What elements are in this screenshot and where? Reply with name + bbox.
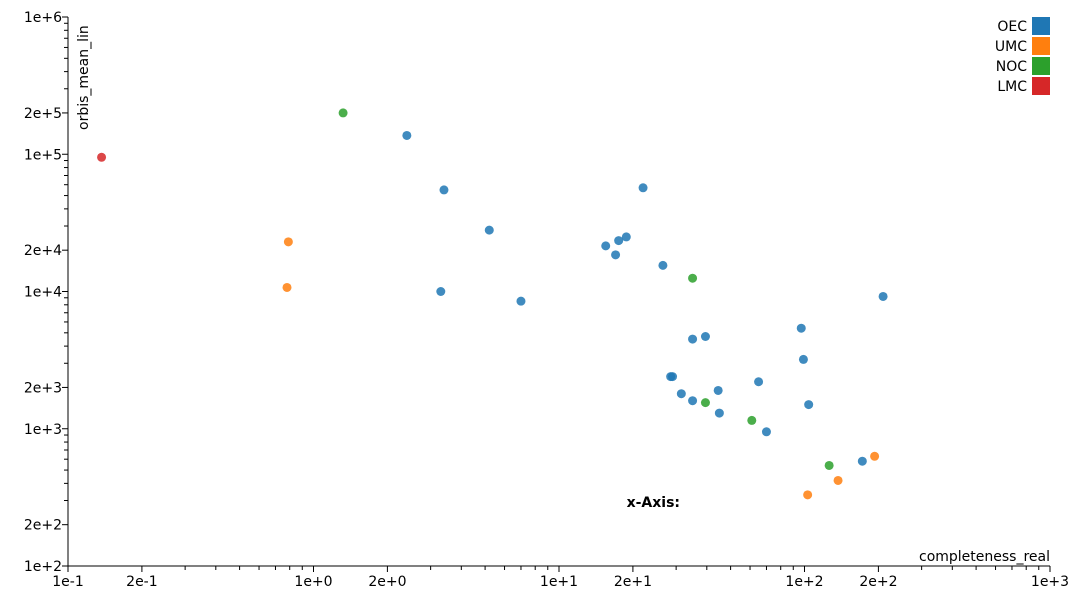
data-point-umc — [283, 237, 293, 247]
legend-label-umc: UMC — [995, 39, 1027, 55]
data-point-oec — [666, 372, 676, 382]
data-point-umc — [833, 475, 843, 485]
data-point-oec — [878, 291, 888, 301]
legend-swatch-umc — [1032, 37, 1050, 55]
data-point-oec — [601, 241, 611, 251]
data-point-oec — [439, 185, 449, 195]
x-tick-label: 1e-1 — [52, 574, 83, 590]
y-tick-label: 2e+4 — [24, 243, 62, 259]
data-point-noc — [747, 415, 757, 425]
data-point-oec — [688, 334, 698, 344]
data-point-oec — [516, 296, 526, 306]
legend-label-noc: NOC — [996, 59, 1027, 75]
legend-swatch-oec — [1032, 17, 1050, 35]
x-tick-label: 1e+1 — [540, 574, 578, 590]
x-tick-label: 2e+1 — [614, 574, 652, 590]
data-point-oec — [700, 332, 710, 342]
legend-swatch-noc — [1032, 57, 1050, 75]
y-tick-label: 1e+4 — [24, 285, 62, 301]
data-point-oec — [614, 236, 624, 246]
y-tick-label: 1e+6 — [24, 10, 62, 26]
data-point-noc — [688, 273, 698, 283]
data-point-oec — [621, 232, 631, 242]
data-point-oec — [804, 400, 814, 410]
data-point-oec — [798, 354, 808, 364]
data-point-oec — [714, 408, 724, 418]
data-point-umc — [803, 490, 813, 500]
legend-swatch-lmc — [1032, 77, 1050, 95]
y-axis-label: orbis_mean_lin — [76, 25, 92, 130]
legend: OEC UMC NOC LMC — [995, 17, 1050, 95]
x-tick-label: 1e+0 — [294, 574, 332, 590]
x-tick-label: 1e+3 — [1031, 574, 1069, 590]
y-tick-label: 1e+3 — [24, 422, 62, 438]
x-axis: 1e-1 2e-1 1e+0 2e+0 1e+1 2e+1 1e+2 2e+2 1e+3 — [52, 565, 1069, 590]
data-point-oec — [658, 260, 668, 270]
data-point-noc — [700, 398, 710, 408]
y-tick-label: 1e+2 — [24, 559, 62, 575]
data-point-umc — [870, 451, 880, 461]
x-axis-label: completeness_real — [919, 549, 1050, 565]
data-point-oec — [484, 225, 494, 235]
x-tick-label: 1e+2 — [785, 574, 823, 590]
y-tick-label: 2e+5 — [24, 106, 62, 122]
data-point-lmc — [97, 152, 107, 162]
data-point-oec — [676, 389, 686, 399]
data-point-oec — [436, 287, 446, 296]
y-tick-label: 2e+2 — [24, 518, 62, 534]
x-tick-label: 2e-1 — [126, 574, 157, 590]
x-axis-annotation: x-Axis: — [627, 495, 680, 511]
data-point-noc — [338, 108, 348, 118]
data-point-oec — [611, 250, 621, 260]
data-point-oec — [713, 385, 723, 395]
legend-label-lmc: LMC — [997, 79, 1027, 95]
y-tick-label: 2e+3 — [24, 380, 62, 396]
y-axis: 1e+2 2e+2 1e+3 2e+3 1e+4 2e+4 1e+5 2e+5 1e+6 — [24, 10, 69, 575]
x-tick-label: 2e+0 — [368, 574, 406, 590]
data-point-oec — [754, 377, 764, 387]
data-point-noc — [824, 460, 834, 470]
x-tick-label: 2e+2 — [859, 574, 897, 590]
data-point-oec — [402, 130, 412, 140]
legend-label-oec: OEC — [997, 19, 1027, 35]
data-points — [97, 108, 888, 500]
data-point-oec — [796, 323, 806, 333]
data-point-oec — [688, 396, 698, 406]
data-point-umc — [282, 282, 292, 292]
data-point-oec — [857, 456, 867, 466]
data-point-oec — [761, 427, 771, 437]
data-point-oec — [638, 183, 648, 193]
y-tick-label: 1e+5 — [24, 147, 62, 163]
